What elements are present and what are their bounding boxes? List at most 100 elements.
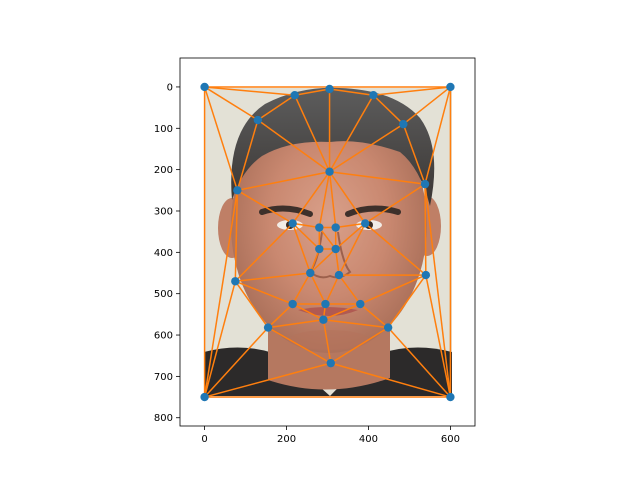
triangulation-edge: [204, 327, 269, 398]
triangulation-edge: [294, 88, 330, 96]
landmark-point: [325, 84, 334, 94]
triangulation-edge: [309, 248, 321, 274]
x-tick-label: 600: [441, 434, 460, 445]
triangulation-edge: [236, 189, 294, 225]
landmark-point: [360, 219, 370, 228]
triangulation-edge: [425, 274, 452, 398]
landmark-point: [263, 323, 273, 332]
triangulation-edge: [324, 274, 340, 305]
triangulation-edge: [291, 223, 311, 274]
triangulation-edge: [204, 362, 331, 398]
x-axis: 0 200 400 600: [201, 426, 460, 445]
landmark-point: [315, 223, 324, 232]
landmark-point: [331, 244, 340, 254]
landmark-point: [321, 299, 330, 309]
triangulation-edge: [318, 227, 337, 250]
triangulation-edge: [235, 280, 293, 305]
landmark-point: [200, 82, 209, 92]
axes-frame: [179, 57, 476, 427]
face-portrait-photo: [204, 87, 452, 396]
triangulation-edge: [424, 86, 452, 185]
y-tick-label: 200: [154, 165, 173, 176]
landmark-point: [231, 277, 240, 286]
triangulation-edge: [292, 222, 320, 229]
triangulation-edge: [236, 119, 259, 191]
triangulation-edge: [329, 123, 404, 173]
triangulation-edge: [330, 362, 451, 398]
triangulation-edge: [203, 86, 239, 191]
landmark-point: [200, 392, 209, 402]
y-tick-label: 400: [154, 248, 173, 259]
triangulation-edge: [267, 303, 294, 329]
landmark-point: [315, 244, 324, 254]
landmark-point: [233, 186, 242, 195]
triangulation-edge: [335, 222, 366, 250]
triangulation-edge: [328, 171, 337, 228]
triangulation-edge: [234, 190, 239, 282]
triangulation-edge: [318, 171, 331, 228]
landmark-point: [421, 270, 431, 280]
triangulation-edge: [329, 170, 426, 185]
triangulation-edge: [203, 281, 237, 398]
triangulation-edge: [257, 94, 296, 121]
landmark-point: [319, 315, 328, 324]
triangulation-edge: [292, 171, 331, 224]
landmark-point: [334, 270, 344, 280]
triangulation-edge: [267, 318, 324, 329]
triangulation-edge: [204, 86, 259, 121]
triangulation-edge: [204, 86, 295, 96]
triangulation-edge: [359, 303, 389, 329]
triangulation-edge: [338, 274, 361, 305]
triangulation-edge: [257, 119, 330, 173]
triangulation-edge: [424, 184, 452, 398]
landmark-point: [253, 115, 263, 125]
triangulation-edge: [424, 184, 427, 276]
landmark-points: [200, 82, 455, 402]
triangulation-edge: [387, 327, 451, 398]
landmark-point: [288, 299, 297, 309]
x-tick-label: 400: [359, 434, 378, 445]
landmark-point: [326, 358, 335, 368]
triangulation-edges: [203, 86, 452, 398]
y-tick-label: 0: [167, 82, 173, 93]
triangulation-edge: [267, 326, 332, 364]
y-tick-label: 100: [154, 124, 173, 135]
landmark-point: [420, 179, 430, 189]
triangulation-edge: [294, 94, 331, 173]
landmark-point: [306, 268, 315, 278]
triangulation-edge: [323, 318, 389, 329]
triangulation-edge: [292, 272, 311, 305]
triangulation-edge: [328, 171, 366, 224]
landmark-point: [325, 167, 334, 176]
landmark-point: [288, 219, 297, 228]
triangulation-edge: [234, 222, 294, 282]
triangulation-edge: [364, 183, 426, 225]
x-tick-label: 0: [201, 434, 207, 445]
triangulation-edge: [335, 222, 366, 229]
triangulation-edge: [372, 94, 404, 125]
landmark-point: [446, 392, 455, 402]
triangulation-edge: [364, 222, 427, 276]
landmark-point: [356, 299, 365, 309]
y-axis: 0 100 200 300 400 500 600 700 800: [154, 82, 180, 424]
landmark-point: [446, 82, 455, 92]
triangulation-edge: [402, 86, 451, 125]
triangulation-edge: [373, 86, 451, 96]
triangulation-edge: [387, 274, 427, 329]
triangulation-edge: [203, 190, 239, 398]
landmark-point: [331, 223, 340, 232]
triangulation-edge: [359, 274, 427, 305]
triangulation-edge: [338, 223, 366, 276]
triangulation-edge: [309, 272, 327, 305]
y-tick-label: 500: [154, 289, 173, 300]
triangulation-edge: [402, 123, 426, 185]
triangulation-edge: [234, 280, 269, 329]
triangulation-edge: [328, 94, 375, 173]
triangulation-edge: [292, 303, 324, 321]
y-tick-label: 300: [154, 206, 173, 217]
triangulation-edge: [329, 88, 374, 96]
y-tick-label: 800: [154, 413, 173, 424]
landmark-point: [290, 91, 299, 100]
triangulation-edge: [323, 303, 361, 321]
